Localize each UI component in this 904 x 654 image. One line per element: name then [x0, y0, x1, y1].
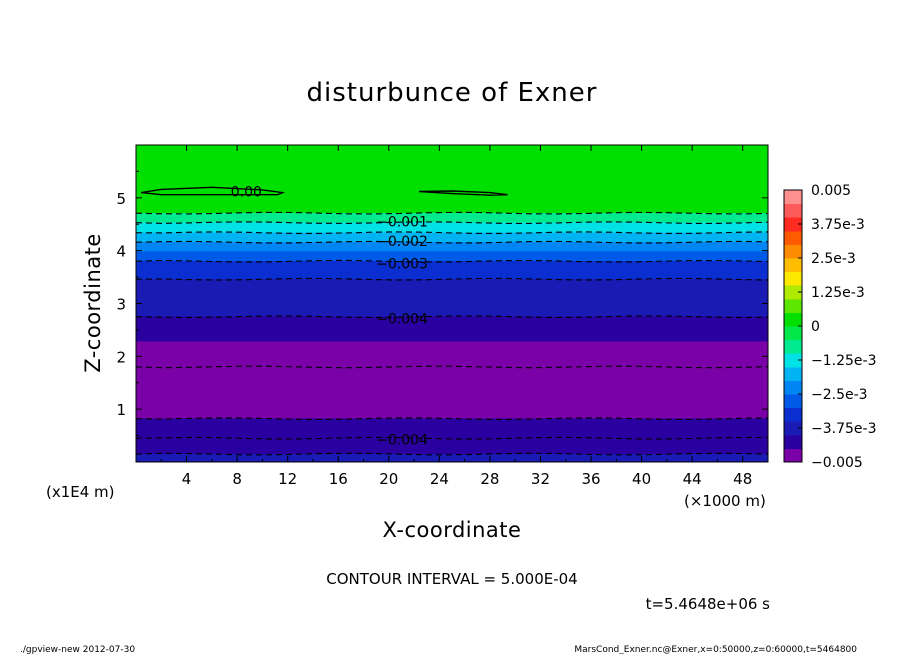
field-band-15: [136, 418, 768, 439]
contour-label-5: −0.004: [376, 432, 428, 448]
contour-label-3: −0.003: [376, 256, 428, 272]
contour-line-8: [135, 417, 769, 421]
x-tick-label-6: 28: [480, 470, 499, 488]
colorbar-segment-15: [784, 244, 802, 259]
field-band-16: [136, 438, 768, 455]
field-band-0: [136, 145, 768, 214]
colorbar-segment-18: [784, 203, 802, 218]
contour-interval-text: CONTOUR INTERVAL = 5.000E-04: [326, 570, 577, 588]
colorbar-label-7: −3.75e-3: [811, 421, 876, 437]
colorbar-segment-17: [784, 217, 802, 232]
x-tick-label-7: 32: [531, 470, 550, 488]
x-tick-label-5: 24: [430, 470, 449, 488]
colorbar-label-4: 0: [811, 319, 820, 335]
contour-label-0: 0.00: [231, 184, 262, 200]
colorbar-segment-3: [784, 407, 802, 422]
colorbar-segment-7: [784, 353, 802, 368]
colorbar-segment-19: [784, 190, 802, 205]
colorbar-segment-6: [784, 366, 802, 381]
y-axis-label: Z-coordinate: [81, 233, 105, 373]
colorbar-segment-16: [784, 230, 802, 245]
colorbar-label-5: −1.25e-3: [811, 353, 876, 369]
contour-line-10: [135, 452, 769, 456]
plot-area: 0.00 −0.001 −0.002 −0.003 −0.004 −0.004: [135, 144, 769, 463]
field-band-9: [136, 316, 768, 342]
x-tick-label-3: 16: [329, 470, 348, 488]
colorbar-segment-2: [784, 421, 802, 436]
contour-line-6: [135, 315, 769, 319]
x-tick-label-9: 40: [632, 470, 651, 488]
field-band-17: [136, 454, 768, 462]
colorbar-segment-0: [784, 448, 802, 463]
colorbar-segment-12: [784, 285, 802, 300]
x-axis: 4 8 12 16 20 24 28 32 36 40 44 48: [160, 145, 769, 488]
colorbar-segment-13: [784, 271, 802, 286]
colorbar-segment-11: [784, 298, 802, 313]
contour-line-7: [135, 365, 769, 369]
field-band-6: [136, 261, 768, 280]
field-band-2: [136, 222, 768, 233]
field-band-7: [136, 279, 768, 299]
contour-label-4: −0.004: [376, 311, 428, 327]
colorbar-segment-10: [784, 312, 802, 327]
colorbar-segment-5: [784, 380, 802, 395]
field-band-12: [136, 386, 768, 398]
y-tick-label-4: 5: [116, 190, 126, 208]
colorbar-label-2: 2.5e-3: [811, 251, 856, 267]
colorbar-segment-8: [784, 339, 802, 354]
field-band-5: [136, 251, 768, 262]
y-tick-label-0: 1: [116, 401, 126, 419]
y-tick-label-3: 4: [116, 243, 126, 261]
y-tick-label-1: 2: [116, 348, 126, 366]
x-tick-label-2: 12: [278, 470, 297, 488]
contour-line-4: [135, 259, 769, 263]
field-band-11: [136, 366, 768, 387]
contour-line-3: [135, 240, 769, 244]
contour-line-9: [135, 436, 769, 440]
field-band-4: [136, 242, 768, 252]
colorbar-segment-14: [784, 258, 802, 273]
contour-line-5: [135, 277, 769, 281]
field-band-13: [136, 397, 768, 407]
y-tick-label-2: 3: [116, 296, 126, 314]
x-tick-label-0: 4: [182, 470, 192, 488]
field-band-10: [136, 341, 768, 367]
colorbar-label-1: 3.75e-3: [811, 217, 865, 233]
contour-line-2: [135, 231, 769, 234]
zero-contour-0: [140, 186, 286, 196]
y-unit-label: (x1E4 m): [46, 483, 115, 501]
field-band-3: [136, 232, 768, 243]
x-tick-label-10: 44: [683, 470, 702, 488]
footer-right: MarsCond_Exner.nc@Exner,x=0:50000,z=0:60…: [574, 645, 857, 654]
colorbar-label-0: 0.005: [811, 183, 851, 199]
x-tick-label-4: 20: [379, 470, 398, 488]
zero-contour-1: [419, 190, 508, 196]
contour-label-1: −0.001: [376, 215, 428, 231]
footer-left: ./gpview-new 2012-07-30: [20, 645, 135, 654]
field-band-1: [136, 213, 768, 223]
field-band-8: [136, 298, 768, 317]
x-tick-label-1: 8: [232, 470, 242, 488]
x-axis-label: X-coordinate: [383, 518, 522, 542]
contour-line-1: [135, 221, 769, 224]
colorbar-segment-4: [784, 394, 802, 409]
x-tick-label-8: 36: [581, 470, 600, 488]
chart-title: disturbunce of Exner: [307, 78, 598, 108]
colorbar-segment-9: [784, 326, 802, 341]
colorbar-label-6: −2.5e-3: [811, 387, 868, 403]
field-band-14: [136, 406, 768, 419]
colorbar-label-8: −0.005: [811, 455, 863, 471]
colorbar: 0.005 3.75e-3 2.5e-3 1.25e-3 0 −1.25e-3 −2.5e-…: [783, 183, 876, 471]
colorbar-label-3: 1.25e-3: [811, 285, 865, 301]
x-unit-label: (×1000 m): [684, 492, 766, 510]
contour-line-0: [135, 211, 769, 215]
x-tick-label-11: 48: [733, 470, 752, 488]
y-axis: 1 2 3 4 5: [116, 170, 768, 437]
time-text: t=5.4648e+06 s: [646, 595, 771, 613]
colorbar-segment-1: [784, 434, 802, 449]
contour-label-2: −0.002: [376, 234, 428, 250]
